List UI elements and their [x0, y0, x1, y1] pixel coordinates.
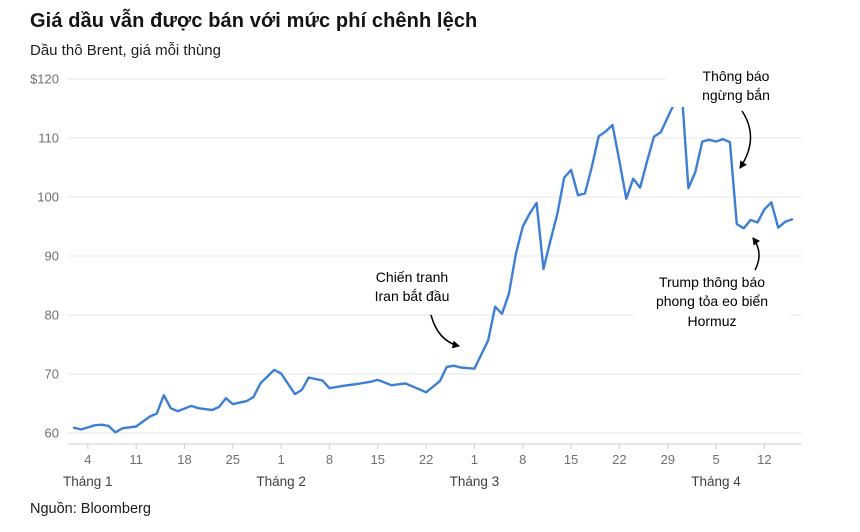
x-axis-label: 4	[84, 452, 91, 467]
y-axis-label: 100	[37, 190, 59, 205]
chart-area: $120 110 100 90 80 70 60 4 11 18 25 1 8 15 22 1 8 15 22 29 5…	[0, 65, 860, 497]
source-label: Nguồn: Bloomberg	[30, 501, 151, 517]
x-axis-label: 11	[129, 452, 143, 467]
y-axis-label: 110	[38, 131, 59, 146]
x-axis-label: 22	[419, 452, 433, 467]
x-axis-label: 8	[519, 452, 526, 467]
x-axis-label: 15	[371, 452, 385, 467]
price-line	[72, 86, 794, 434]
x-axis-label: 1	[471, 452, 478, 467]
x-axis-label: 5	[712, 452, 719, 467]
chart-subtitle: Dầu thô Brent, giá mỗi thùng	[30, 42, 221, 59]
y-axis-label: 60	[45, 426, 59, 441]
x-axis-label: 25	[226, 452, 240, 467]
x-axis-label: 15	[564, 452, 578, 467]
y-axis-label: 70	[45, 367, 59, 382]
annotation-line: phong tỏa eo biển	[655, 293, 769, 310]
annotation-line: Iran bắt đầu	[374, 288, 450, 305]
annotation-line: Chiến tranh	[375, 269, 449, 285]
annotation-line: Thông báo	[702, 68, 770, 84]
x-axis-label: 1	[277, 452, 284, 467]
annotation-line: Hormuz	[687, 312, 737, 329]
x-axis-label: 12	[757, 452, 771, 467]
x-axis-label: 29	[660, 452, 674, 467]
annotation-line: ngừng bắn	[702, 87, 770, 104]
annotation-hormuz: Trump thông báo phong tỏa eo biển Hormuz	[634, 272, 790, 332]
x-axis-label: 22	[612, 452, 626, 467]
annotation-line: Trump thông báo	[658, 274, 766, 290]
month-label: Tháng 4	[691, 474, 741, 489]
annotation-war-start: Chiến tranh Iran bắt đầu	[340, 267, 484, 308]
chart-header: Giá dầu vẫn được bán với mức phí chênh l…	[0, 0, 860, 59]
x-axis-label: 18	[177, 452, 191, 467]
y-axis-label: 90	[45, 249, 59, 264]
month-label: Tháng 3	[450, 474, 500, 489]
y-axis-label: $120	[30, 72, 59, 87]
page-title: Giá dầu vẫn được bán với mức phí chênh l…	[30, 10, 478, 32]
y-axis-label: 80	[45, 308, 59, 323]
annotation-ceasefire: Thông báo ngừng bắn	[666, 66, 806, 107]
month-label: Tháng 2	[256, 474, 306, 489]
month-label: Tháng 1	[63, 474, 113, 489]
x-axis-label: 8	[326, 452, 333, 467]
